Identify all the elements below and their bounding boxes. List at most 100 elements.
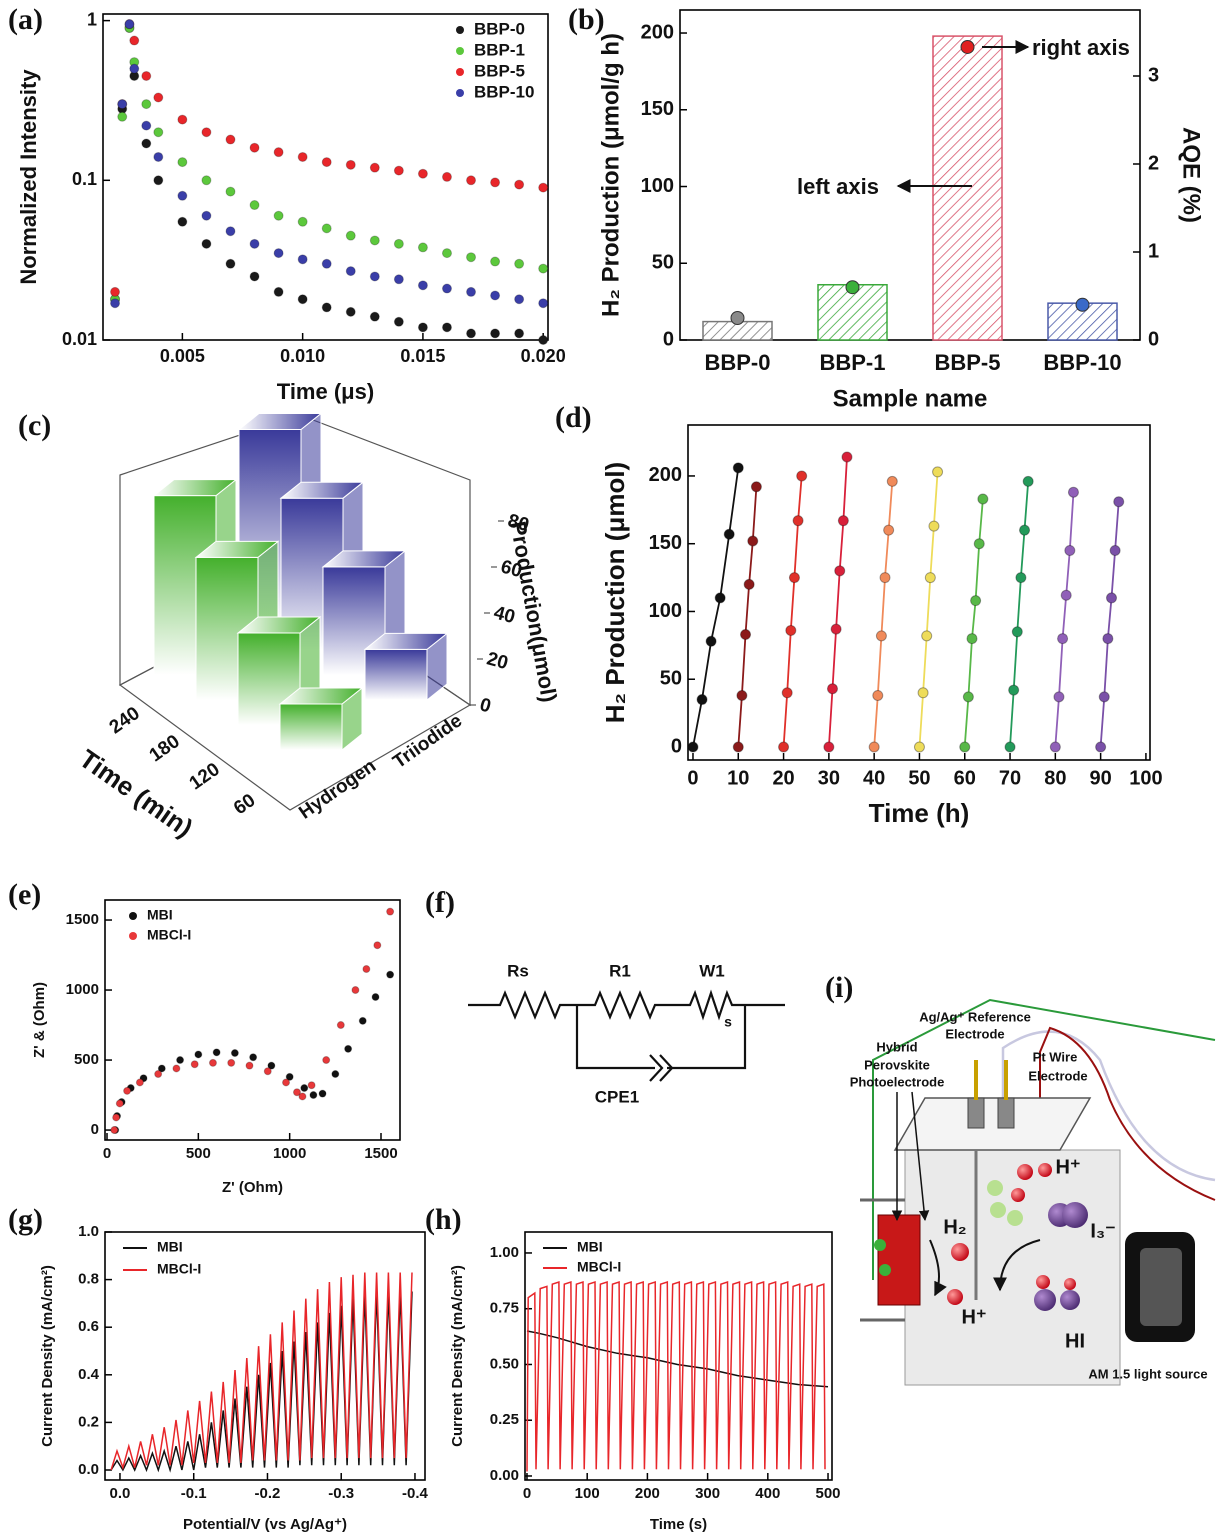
y-tick-label: 500 <box>74 1051 99 1068</box>
y-tick-label: 50 <box>652 252 674 274</box>
y-tick-label: 0 <box>671 735 682 757</box>
data-point <box>868 741 880 753</box>
data-point <box>883 524 895 536</box>
panel-label: (b) <box>568 3 605 36</box>
data-point <box>386 907 395 916</box>
data-point <box>318 1089 327 1098</box>
data-point <box>823 741 835 753</box>
panel-label: (i) <box>825 971 853 1004</box>
data-point <box>177 114 188 125</box>
x-tick-label: 300 <box>695 1485 720 1502</box>
data-point <box>153 127 164 138</box>
x-tick-label: 100 <box>1129 767 1162 789</box>
data-point <box>208 1058 217 1067</box>
x-tick-label: -0.3 <box>328 1485 354 1502</box>
data-line <box>918 471 939 748</box>
data-point <box>778 741 790 753</box>
y-tick-label: 1000 <box>66 981 99 998</box>
data-point <box>1053 691 1065 703</box>
data-point <box>466 252 477 263</box>
plot-frame <box>102 13 549 341</box>
y-tick-label: 0.0 <box>78 1461 99 1478</box>
cell-schematic <box>860 998 1216 1386</box>
data-point <box>1095 741 1107 753</box>
legend-label: MBI <box>577 1239 603 1255</box>
data-point <box>369 311 380 322</box>
data-point <box>273 147 284 158</box>
data-point <box>966 633 978 645</box>
data-point <box>267 1061 276 1070</box>
y-tick-label: 1.0 <box>78 1223 99 1240</box>
annotation: right axis <box>1032 35 1130 60</box>
data-point <box>369 271 380 282</box>
data-point <box>345 266 356 277</box>
data-point <box>124 19 135 30</box>
y-tick-label: 0.6 <box>78 1318 99 1335</box>
data-point <box>781 687 793 699</box>
data-point <box>417 168 428 179</box>
data-point <box>117 99 128 110</box>
data-point <box>263 1067 272 1076</box>
x-tick-label: 10 <box>727 767 749 789</box>
data-point <box>282 1078 291 1087</box>
data-point <box>841 451 853 463</box>
data-point <box>723 528 735 540</box>
data-point <box>441 248 452 259</box>
legend-label: MBCl-I <box>147 927 191 943</box>
data-point <box>321 223 332 234</box>
y2-axis-label: AQE (%) <box>1178 127 1205 223</box>
x-tick-label: 20 <box>772 767 794 789</box>
data-point <box>201 127 212 138</box>
y-tick-label: 1 <box>87 9 97 29</box>
data-point <box>879 572 891 584</box>
panel-label: (a) <box>8 3 43 36</box>
data-point <box>285 1072 294 1081</box>
data-point <box>696 694 708 706</box>
aqe-point <box>1075 297 1090 312</box>
data-point <box>417 280 428 291</box>
data-point <box>153 175 164 186</box>
x-tick-label: 1500 <box>364 1145 397 1162</box>
data-point <box>837 515 849 527</box>
data-point <box>297 294 308 305</box>
y-tick-label: 200 <box>649 464 682 486</box>
data-point <box>538 182 549 193</box>
data-line <box>828 456 848 748</box>
bar-top <box>363 632 449 650</box>
data-point <box>322 1056 331 1065</box>
x-axis-label: Sample name <box>833 385 988 412</box>
data-point <box>714 592 726 604</box>
data-point <box>732 741 744 753</box>
x-axis-label: Time (μs) <box>277 379 374 404</box>
bar-top <box>278 687 364 705</box>
x-tick-label: 0 <box>687 767 698 789</box>
data-point <box>921 630 933 642</box>
data-point <box>373 941 382 950</box>
data-point <box>298 1092 307 1101</box>
data-point <box>441 171 452 182</box>
data-point <box>959 741 971 753</box>
x-tick-label: 200 <box>635 1485 660 1502</box>
plot-frame <box>524 1231 833 1481</box>
data-point <box>321 302 332 313</box>
data-point <box>123 1086 132 1095</box>
data-point <box>736 689 748 701</box>
legend-symbol <box>456 47 464 55</box>
data-point <box>743 578 755 590</box>
x-tick-label: 0.015 <box>400 346 445 366</box>
x-tick-label: 500 <box>186 1145 211 1162</box>
data-point <box>297 216 308 227</box>
x-axis-label: Z' (Ohm) <box>222 1179 283 1196</box>
data-point <box>924 572 936 584</box>
data-point <box>249 142 260 153</box>
data-point <box>371 993 380 1002</box>
data-point <box>917 687 929 699</box>
y-axis-label: Z' & (Ohm) <box>31 982 48 1058</box>
data-line <box>526 1280 826 1472</box>
data-point <box>157 1064 166 1073</box>
data-point <box>417 242 428 253</box>
data-point <box>393 238 404 249</box>
y-tick-label: 150 <box>641 98 674 120</box>
circuit-label: R1 <box>609 961 631 980</box>
